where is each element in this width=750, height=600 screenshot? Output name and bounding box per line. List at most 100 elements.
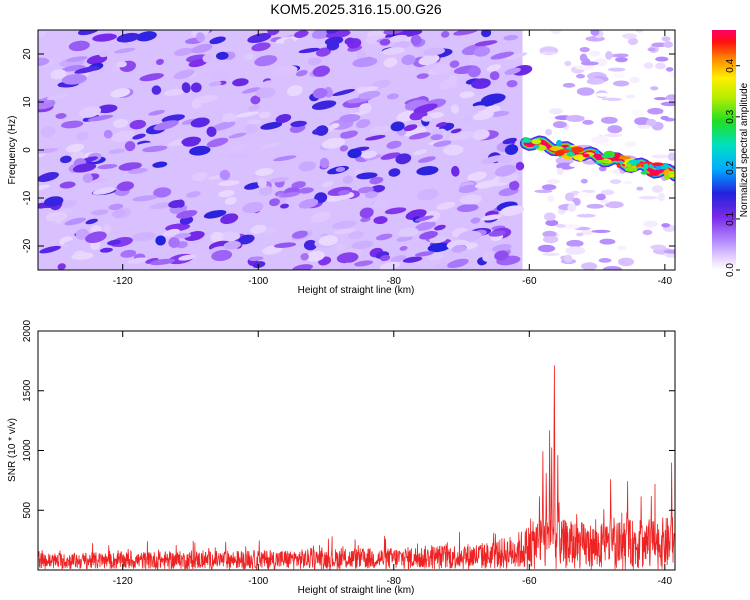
heatmap-cell xyxy=(204,261,217,270)
signal-band-cell xyxy=(628,159,641,164)
heatmap-cell xyxy=(326,30,339,34)
heatmap-cell xyxy=(589,50,601,57)
heatmap-cell xyxy=(636,186,644,191)
heatmap-cell xyxy=(598,258,612,263)
heatmap-cell xyxy=(608,67,626,72)
heatmap-cell xyxy=(110,88,131,98)
heatmap-cell xyxy=(653,97,668,101)
heatmap-cell xyxy=(248,104,260,111)
heatmap-cell xyxy=(660,115,670,121)
heatmap-cell xyxy=(156,58,164,65)
heatmap-cell xyxy=(566,239,584,248)
heatmap-cell xyxy=(397,227,419,237)
heatmap-cell xyxy=(450,128,462,134)
heatmap-cell xyxy=(663,249,675,254)
heatmap-cell xyxy=(92,186,117,195)
heatmap-cell xyxy=(124,141,136,152)
heatmap-cell xyxy=(580,178,588,184)
snr-y-axis-label: SNR (10 * v/v) xyxy=(7,418,18,482)
heatmap-cell xyxy=(298,198,319,209)
heatmap-cell xyxy=(651,154,670,159)
heatmap-cell xyxy=(38,152,47,158)
heatmap-cell xyxy=(291,181,306,189)
signal-band-cell xyxy=(571,146,584,153)
heatmap-x-tick-label: -60 xyxy=(522,276,537,287)
signal-band-cell xyxy=(533,144,540,149)
heatmap-cell xyxy=(321,137,346,149)
heatmap-cell xyxy=(262,80,275,88)
heatmap-cell xyxy=(103,224,112,234)
heatmap-cell xyxy=(474,40,498,47)
heatmap-cell xyxy=(359,207,374,219)
heatmap-cell xyxy=(622,181,632,185)
heatmap-cell xyxy=(388,34,408,43)
heatmap-cell xyxy=(76,131,89,141)
heatmap-cell xyxy=(99,52,109,58)
heatmap-cell xyxy=(191,43,213,54)
heatmap-cell xyxy=(273,242,297,248)
heatmap-cell xyxy=(605,51,613,60)
snr-series-line xyxy=(38,365,675,570)
heatmap-cell xyxy=(211,121,236,131)
heatmap-cell xyxy=(369,125,393,134)
heatmap-cell xyxy=(250,95,261,105)
heatmap-cell xyxy=(386,93,399,100)
heatmap-cell xyxy=(375,233,393,241)
heatmap-y-tick-label: -20 xyxy=(22,238,33,253)
heatmap-cell xyxy=(637,124,651,129)
heatmap-cell xyxy=(210,231,224,243)
heatmap-cell xyxy=(505,52,528,60)
heatmap-cell xyxy=(459,91,475,99)
heatmap-cell xyxy=(248,256,264,261)
heatmap-cell xyxy=(489,110,510,117)
heatmap-cell xyxy=(111,209,127,218)
heatmap-cell xyxy=(360,150,378,159)
heatmap-cell xyxy=(128,167,148,175)
heatmap-cell xyxy=(489,71,500,81)
heatmap-cell xyxy=(195,32,205,43)
heatmap-cell xyxy=(403,124,418,132)
heatmap-cell xyxy=(580,61,599,66)
heatmap-cell xyxy=(208,70,231,81)
heatmap-cell xyxy=(59,181,76,189)
heatmap-cell xyxy=(581,230,594,235)
heatmap-cell xyxy=(108,148,125,154)
heatmap-cell xyxy=(132,195,158,202)
heatmap-y-tick-label: 20 xyxy=(22,48,33,60)
heatmap-cell xyxy=(615,57,628,63)
heatmap-cell xyxy=(607,125,623,134)
heatmap-cell xyxy=(269,198,280,207)
signal-band-cell xyxy=(566,152,575,157)
heatmap-cell xyxy=(433,140,452,147)
heatmap-cell xyxy=(208,81,222,87)
heatmap-cell xyxy=(401,54,416,66)
heatmap-cell xyxy=(453,30,479,36)
heatmap-cell xyxy=(85,231,107,244)
heatmap-cell xyxy=(90,209,109,216)
heatmap-cell xyxy=(646,118,657,127)
heatmap-cell xyxy=(365,135,386,141)
heatmap-cell xyxy=(221,112,237,123)
heatmap-cell xyxy=(181,82,191,93)
heatmap-cell xyxy=(347,148,362,159)
heatmap-cell xyxy=(190,117,210,128)
heatmap-cell xyxy=(347,231,365,239)
heatmap-cell xyxy=(591,229,611,233)
signal-band-cell xyxy=(627,163,632,168)
heatmap-cell xyxy=(273,155,297,162)
heatmap-cell xyxy=(294,30,309,38)
heatmap-cell xyxy=(149,202,173,210)
signal-band-cell xyxy=(616,162,621,168)
heatmap-cell xyxy=(148,110,165,116)
heatmap-cell xyxy=(287,85,303,97)
heatmap-cell xyxy=(474,180,498,189)
heatmap-cell xyxy=(380,152,401,160)
heatmap-cell xyxy=(358,103,372,115)
heatmap-cell xyxy=(643,220,658,228)
heatmap-cell xyxy=(271,65,298,76)
heatmap-cell xyxy=(381,47,406,55)
heatmap-cell xyxy=(579,47,590,53)
heatmap-cell xyxy=(237,234,255,245)
heatmap-cell xyxy=(605,201,624,209)
heatmap-cell xyxy=(598,166,607,172)
